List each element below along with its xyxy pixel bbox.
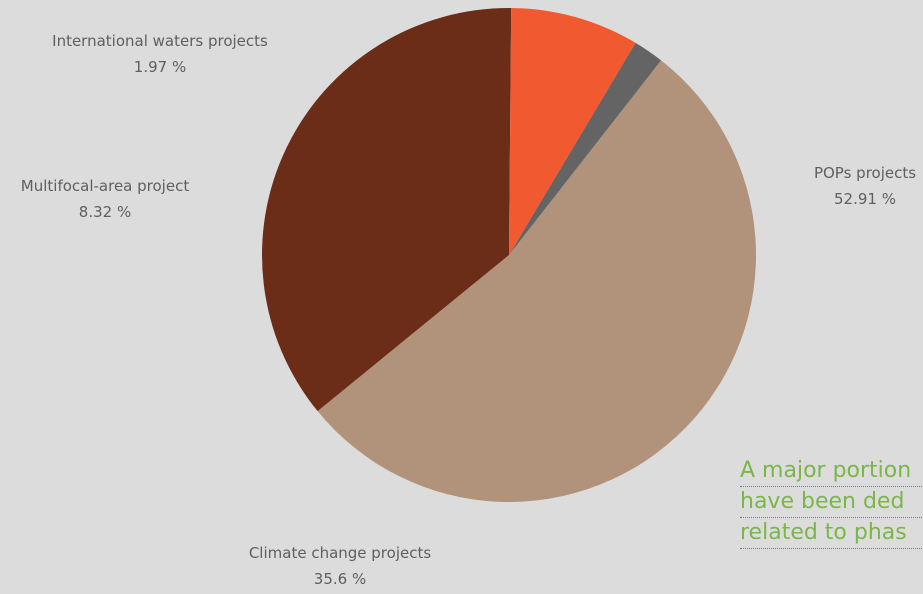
callout-line-1: A major portion bbox=[740, 456, 923, 487]
label-climate-change-value: 35.6 % bbox=[313, 570, 367, 588]
label-multifocal-area-name: Multifocal-area project bbox=[20, 177, 190, 195]
slice-climate-change bbox=[262, 8, 512, 412]
callout-line-3: related to phas bbox=[740, 518, 923, 549]
label-pops: POPs projects 52.91 % bbox=[785, 160, 923, 212]
callout-line-2: have been ded bbox=[740, 487, 923, 518]
label-pops-value: 52.91 % bbox=[834, 190, 896, 208]
slice-multifocal-area bbox=[509, 8, 636, 256]
slice-pops bbox=[317, 60, 757, 503]
label-multifocal-area-value: 8.32 % bbox=[78, 203, 132, 221]
label-international-waters-value: 1.97 % bbox=[133, 58, 187, 76]
label-climate-change: Climate change projects 35.6 % bbox=[220, 540, 460, 592]
slice-international-waters bbox=[509, 42, 662, 256]
label-international-waters-name: International waters projects bbox=[52, 32, 268, 50]
label-pops-name: POPs projects bbox=[813, 164, 917, 182]
label-climate-change-name: Climate change projects bbox=[248, 544, 432, 562]
label-international-waters: International waters projects 1.97 % bbox=[30, 28, 290, 80]
callout-text: A major portion have been ded related to… bbox=[740, 456, 923, 549]
label-multifocal-area: Multifocal-area project 8.32 % bbox=[0, 173, 220, 225]
